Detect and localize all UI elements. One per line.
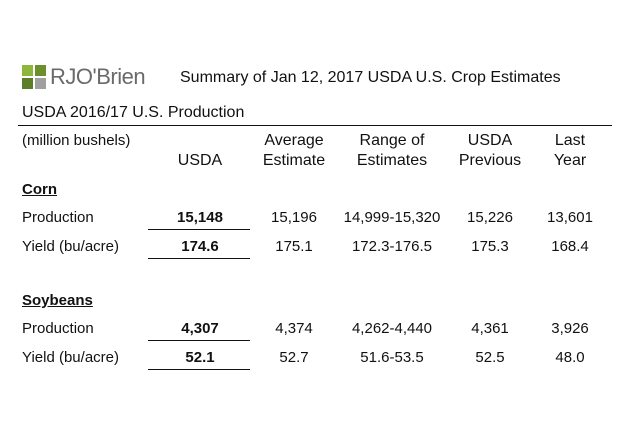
row-label: Production	[22, 209, 94, 226]
subtitle: USDA 2016/17 U.S. Production	[22, 104, 245, 121]
column-header: Last	[554, 132, 586, 149]
logo-icon	[22, 65, 46, 89]
cell-value: 51.6-53.5	[360, 349, 424, 366]
cell-value: 4,374	[275, 320, 313, 337]
value-rule	[148, 258, 250, 259]
header-rule	[18, 125, 612, 126]
cell-value: 175.1	[275, 238, 313, 255]
cell-value: 3,926	[551, 320, 589, 337]
cell-value: 175.3	[471, 238, 509, 255]
cell-value: 15,226	[467, 209, 513, 226]
column-header: Range of	[359, 132, 425, 149]
row-label: Yield (bu/acre)	[22, 349, 119, 366]
value-rule	[148, 369, 250, 370]
cell-value: 14,999-15,320	[343, 209, 441, 226]
cell-value: 4,361	[471, 320, 509, 337]
section-name: Soybeans	[22, 292, 93, 309]
column-header: USDA	[467, 132, 513, 149]
row-label: Production	[22, 320, 94, 337]
value-rule	[148, 340, 250, 341]
column-header: Estimate	[262, 152, 326, 169]
cell-value: 172.3-176.5	[351, 238, 433, 255]
column-header: Estimates	[356, 152, 428, 169]
title: Summary of Jan 12, 2017 USDA U.S. Crop E…	[180, 69, 561, 86]
column-header: Average	[264, 132, 324, 149]
cell-value: 15,196	[271, 209, 317, 226]
cell-value: 168.4	[551, 238, 589, 255]
cell-value: 48.0	[555, 349, 585, 366]
cell-value: 52.7	[279, 349, 309, 366]
usda-value: 174.6	[181, 238, 219, 255]
column-header: Previous	[458, 152, 522, 169]
usda-value: 52.1	[185, 349, 215, 366]
column-header: USDA	[177, 152, 223, 169]
usda-value: 4,307	[181, 320, 219, 337]
logo-text: RJO'Brien	[50, 64, 146, 89]
usda-value: 15,148	[177, 209, 223, 226]
section-name: Corn	[22, 181, 57, 198]
cell-value: 13,601	[547, 209, 593, 226]
row-label: Yield (bu/acre)	[22, 238, 119, 255]
cell-value: 4,262-4,440	[351, 320, 433, 337]
column-header: Year	[553, 152, 587, 169]
value-rule	[148, 229, 250, 230]
unit-label: (million bushels)	[22, 132, 131, 149]
cell-value: 52.5	[475, 349, 505, 366]
